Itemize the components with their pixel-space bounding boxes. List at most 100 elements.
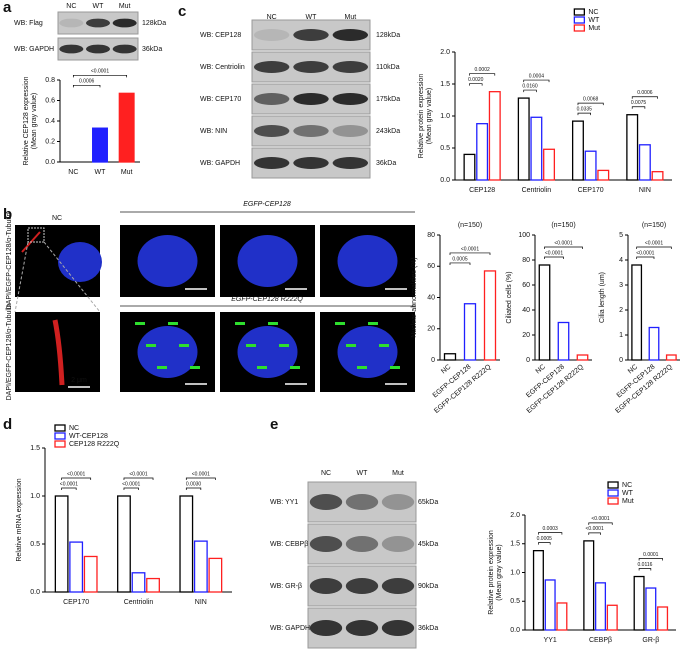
y-tick-label: 0.5 [30, 541, 40, 548]
p-value: 0.0020 [468, 77, 484, 83]
lane-label: NC [66, 3, 76, 10]
sig-bracket [469, 73, 496, 76]
y-tick-label: 0.5 [510, 598, 520, 605]
p-value: 0.0001 [643, 552, 659, 558]
bar [83, 555, 98, 593]
row-label: WB: Centriolin [200, 64, 245, 71]
sig-bracket [544, 246, 583, 249]
sig-bracket [631, 106, 646, 109]
lane-label: WT [357, 470, 369, 477]
sig-bracket [61, 477, 92, 480]
bar [179, 495, 194, 593]
panel-label: b [3, 206, 12, 223]
legend-label: WT [588, 17, 600, 24]
blot-band [253, 29, 290, 41]
legend-swatch [54, 440, 66, 448]
bar [117, 495, 131, 593]
bar [583, 540, 595, 631]
group-label: EGFP-CEP128 R222Q [231, 296, 303, 303]
y-tick-label: 0.0 [30, 589, 40, 596]
blot-band [253, 61, 290, 73]
row-label: WB: GAPDH [14, 46, 54, 53]
sig-bracket [123, 477, 154, 480]
blot-band [293, 61, 329, 73]
band-size: 110kDa [376, 64, 400, 71]
sig-bracket [523, 79, 550, 83]
bar [557, 321, 570, 361]
p-value: 0.0003 [543, 526, 559, 532]
y-tick-label: 40 [427, 294, 435, 301]
bar [638, 144, 651, 181]
y-tick-label: 60 [427, 263, 435, 270]
legend-swatch [573, 16, 585, 24]
y-tick-label: 1 [619, 332, 623, 339]
nucleus [337, 326, 398, 378]
y-axis-label: Relative mRNA expression [16, 478, 23, 561]
bar [665, 354, 677, 361]
y-tick-label: 20 [522, 332, 530, 339]
p-value: 0.0006 [79, 79, 95, 85]
aggregate [335, 322, 345, 325]
sig-bracket [577, 102, 604, 106]
sig-bracket [61, 487, 77, 490]
aggregate [257, 366, 267, 369]
panel-label: c [178, 3, 186, 20]
p-value: 0.0005 [452, 256, 468, 262]
p-value: 0.0116 [638, 562, 653, 568]
x-tick-label: NC [68, 169, 78, 176]
sig-bracket [638, 558, 663, 561]
nucleus [137, 326, 198, 378]
blot-band [309, 578, 343, 594]
lane-label: Mut [392, 470, 404, 477]
image-label: NC [52, 215, 62, 222]
sig-bracket [588, 532, 601, 535]
chart-title: (n=150) [642, 222, 666, 229]
p-value: <0.0001 [122, 481, 140, 487]
y-tick-label: 5 [619, 232, 623, 239]
aggregate [146, 344, 156, 347]
sig-bracket [544, 256, 564, 259]
bar [657, 606, 669, 631]
p-value: 0.0030 [186, 481, 202, 487]
row-label: WB: GAPDH [200, 160, 240, 167]
blot-band [332, 157, 369, 169]
band-size: 243kDa [376, 128, 400, 135]
sig-bracket [538, 542, 551, 545]
bar [556, 602, 568, 631]
band-size: 128kDa [142, 20, 166, 27]
row-label: WB: GAPDH [270, 625, 310, 632]
bar [463, 153, 476, 181]
y-tick-label: 1.0 [510, 569, 520, 576]
blot-band [345, 620, 379, 636]
bar [594, 582, 607, 631]
p-value: <0.0001 [129, 471, 147, 477]
legend-swatch [573, 24, 585, 32]
sig-bracket [123, 487, 139, 490]
y-tick-label: 1.0 [30, 493, 40, 500]
sig-bracket [631, 96, 658, 99]
y-axis-label: (Mean gray value) [31, 93, 38, 149]
y-tick-label: 60 [522, 282, 530, 289]
y-tick-label: 0 [431, 357, 435, 364]
y-tick-label: 0.0 [440, 177, 450, 184]
y-tick-label: 20 [427, 326, 435, 333]
bar [532, 550, 544, 631]
legend-swatch [607, 489, 619, 497]
blot-band [86, 18, 110, 28]
nucleus [58, 242, 102, 282]
y-tick-label: 0.8 [45, 77, 55, 84]
p-value: 0.0005 [537, 536, 553, 542]
p-value: 0.0004 [529, 73, 545, 79]
panel-label: d [3, 416, 12, 433]
x-tick-label: NIN [639, 187, 651, 194]
blot-band [293, 157, 329, 169]
aggregate [368, 322, 378, 325]
p-value: <0.0001 [192, 471, 210, 477]
band-size: 128kDa [376, 32, 400, 39]
band-size: 36kDa [142, 46, 162, 53]
y-tick-label: 0.5 [440, 145, 450, 152]
blot-band [253, 125, 290, 137]
aggregate [346, 344, 356, 347]
row-label: WB: Flag [14, 20, 43, 27]
x-tick-label: CEP170 [63, 599, 89, 606]
